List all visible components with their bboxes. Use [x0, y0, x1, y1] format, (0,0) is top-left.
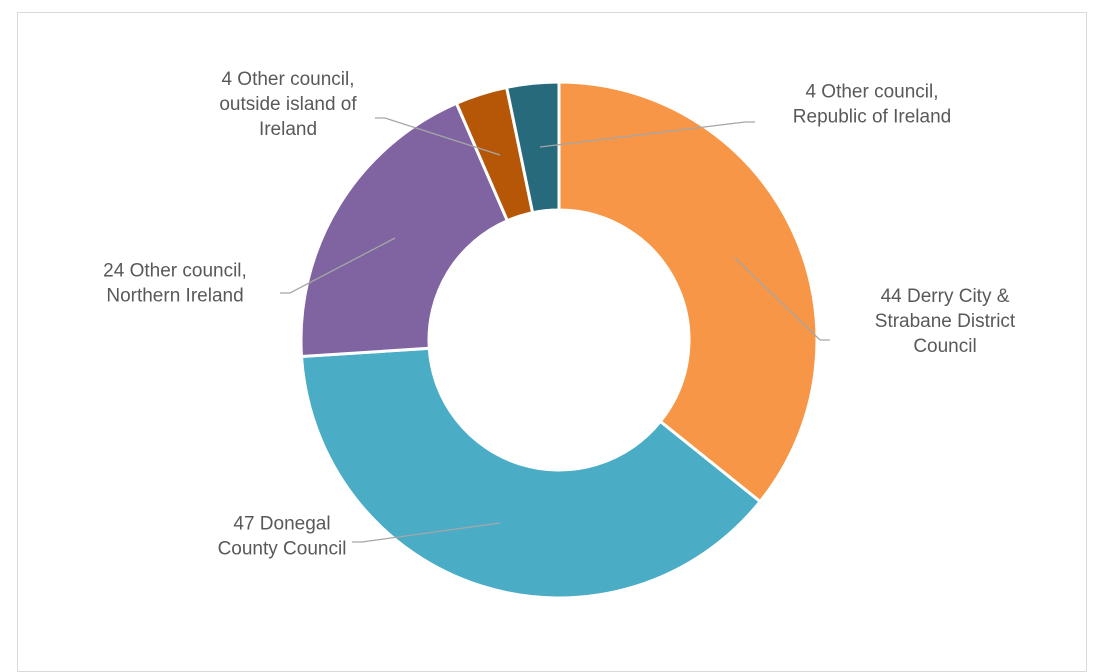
- data-label-4: 4 Other council, Republic of Ireland: [793, 82, 951, 128]
- data-label-2: 24 Other council, Northern Ireland: [103, 261, 247, 307]
- leader-line-3: [375, 117, 501, 156]
- slice-0: [557, 80, 819, 504]
- leader-line-0: [734, 257, 830, 341]
- slice-1: [299, 346, 763, 600]
- data-label-1: 47 Donegal County Council: [218, 514, 347, 560]
- data-labels: 44 Derry City & Strabane District Council 4…: [103, 69, 1016, 560]
- slice-4: [504, 80, 561, 215]
- leader-line-2: [280, 237, 396, 294]
- leader-line-1: [352, 522, 501, 543]
- data-label-3: 4 Other council, outside island of Ireland: [219, 69, 357, 140]
- data-label-0: 44 Derry City & Strabane District Council: [875, 286, 1016, 357]
- leader-line-4: [539, 121, 755, 148]
- slice-2: [299, 101, 510, 359]
- slices: [299, 80, 819, 600]
